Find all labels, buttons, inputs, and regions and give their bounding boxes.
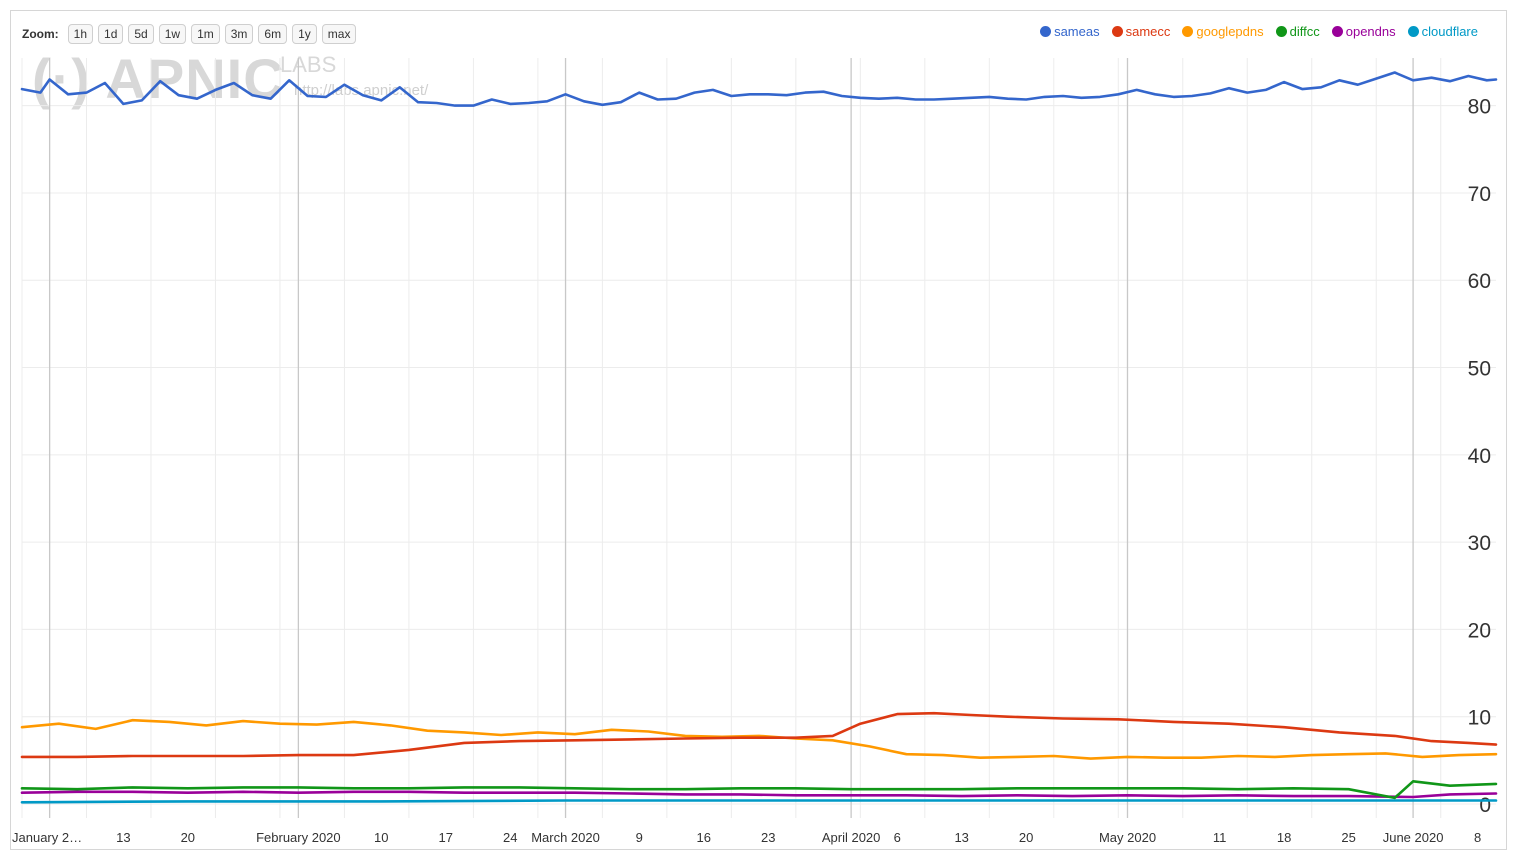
chart-frame: [10, 10, 1507, 850]
x-tick-label: March 2020: [531, 830, 600, 845]
zoom-bar: Zoom: 1h 1d 5d 1w 1m 3m 6m 1y max: [22, 24, 357, 44]
legend-item-googlepdns[interactable]: googlepdns: [1182, 24, 1264, 39]
zoom-5d-button[interactable]: 5d: [128, 24, 154, 44]
x-tick-label: February 2020: [256, 830, 341, 845]
zoom-1h-button[interactable]: 1h: [67, 24, 94, 44]
y-tick-label: 50: [1468, 358, 1491, 381]
x-tick-label: 25: [1341, 830, 1355, 845]
x-tick-label: 16: [696, 830, 710, 845]
legend-label: diffcc: [1289, 24, 1320, 39]
apnic-labs-watermark: (·) APNIC LABS http://labs.apnic.net/: [32, 46, 428, 111]
legend-marker-icon: [1111, 26, 1123, 37]
x-tick-label: 11: [1213, 830, 1227, 845]
x-tick-label: 18: [1277, 830, 1291, 845]
zoom-1d-button[interactable]: 1d: [98, 24, 124, 44]
x-tick-label: 24: [503, 830, 517, 845]
x-tick-label: 8: [1474, 830, 1481, 845]
zoom-1w-button[interactable]: 1w: [158, 24, 187, 44]
x-tick-label: 20: [1019, 830, 1033, 845]
legend-item-opendns[interactable]: opendns: [1331, 24, 1396, 39]
zoom-label: Zoom:: [22, 27, 59, 41]
y-tick-label: 20: [1468, 619, 1491, 642]
y-tick-label: 10: [1468, 707, 1491, 730]
y-tick-label: 60: [1468, 270, 1491, 293]
x-tick-label: May 2020: [1099, 830, 1156, 845]
series-line-sameas: [20, 71, 1498, 107]
legend-marker-icon: [1407, 26, 1419, 37]
y-tick-label: 30: [1468, 532, 1491, 555]
y-tick-label: 0: [1479, 794, 1491, 817]
zoom-1m-button[interactable]: 1m: [191, 24, 220, 44]
x-tick-label: 20: [181, 830, 195, 845]
x-tick-label: 23: [761, 830, 775, 845]
x-tick-label: 17: [439, 830, 453, 845]
x-tick-label: 9: [636, 830, 643, 845]
legend-label: cloudflare: [1421, 24, 1478, 39]
y-tick-label: 40: [1468, 445, 1491, 468]
x-tick-label: June 2020: [1383, 830, 1444, 845]
zoom-max-button[interactable]: max: [321, 24, 357, 44]
legend-label: samecc: [1125, 24, 1171, 39]
legend-item-diffcc[interactable]: diffcc: [1275, 24, 1320, 39]
legend-item-samecc[interactable]: samecc: [1111, 24, 1171, 39]
series-line-diffcc: [20, 780, 1498, 800]
series-line-opendns: [20, 790, 1498, 799]
legend-label: opendns: [1345, 24, 1396, 39]
x-tick-label: 13: [116, 830, 130, 845]
x-tick-label: January 2…: [12, 830, 82, 845]
x-tick-label: 13: [954, 830, 968, 845]
legend-item-cloudflare[interactable]: cloudflare: [1407, 24, 1478, 39]
legend-label: googlepdns: [1196, 24, 1264, 39]
y-tick-label: 80: [1468, 96, 1491, 119]
zoom-3m-button[interactable]: 3m: [224, 24, 254, 44]
x-tick-label: April 2020: [822, 830, 881, 845]
watermark-labs: LABS: [280, 52, 337, 77]
legend-marker-icon: [1275, 26, 1287, 37]
x-tick-label: 6: [894, 830, 901, 845]
series-line-googlepdns: [20, 718, 1498, 760]
zoom-6m-button[interactable]: 6m: [258, 24, 288, 44]
watermark-logo: (·) APNIC: [32, 47, 285, 110]
series-line-samecc: [20, 711, 1498, 759]
x-tick-label: 10: [374, 830, 388, 845]
y-tick-label: 70: [1468, 183, 1491, 206]
chart-legend: sameas samecc googlepdns diffcc opendns cloud…: [1040, 24, 1478, 39]
legend-marker-icon: [1182, 26, 1194, 37]
legend-label: sameas: [1054, 24, 1100, 39]
legend-marker-icon: [1040, 26, 1052, 37]
legend-marker-icon: [1331, 26, 1343, 37]
zoom-1y-button[interactable]: 1y: [292, 24, 317, 44]
legend-item-sameas[interactable]: sameas: [1040, 24, 1100, 39]
series-line-cloudflare: [20, 799, 1498, 804]
